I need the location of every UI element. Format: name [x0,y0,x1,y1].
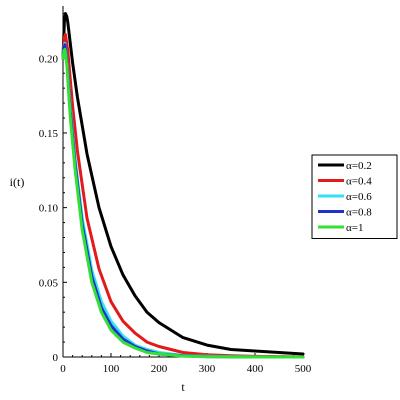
y-tick-label: 0.20 [39,53,59,65]
x-axis-title: t [181,380,185,394]
y-tick-label: 0.15 [39,128,59,140]
x-tick-label: 200 [151,363,168,375]
x-tick-label: 300 [199,363,216,375]
x-tick-label: 400 [247,363,264,375]
legend-label-2: α=0.6 [346,191,372,203]
series-line-0 [61,12,305,356]
y-tick-label: 0.10 [39,203,59,215]
series-layer [61,12,305,359]
legend-label-1: α=0.4 [346,176,372,188]
y-tick-label: 0 [53,352,59,364]
x-tick-label: 100 [103,363,120,375]
legend-label-3: α=0.8 [346,207,372,219]
legend-label-0: α=0.2 [346,160,372,172]
series-line-4 [61,47,305,359]
series-line-2 [61,41,305,359]
legend: α=0.2 α=0.4 α=0.6 α=0.8 α=1 [311,154,398,239]
axes: 0 100 200 300 400 500 0 0.05 0.10 0.15 0.20 [39,6,312,375]
x-tick-label: 500 [295,363,312,375]
y-tick-label: 0.05 [39,277,59,289]
x-tick-label: 0 [60,363,66,375]
legend-label-4: α=1 [346,222,363,234]
y-axis-title: i(t) [10,175,25,189]
